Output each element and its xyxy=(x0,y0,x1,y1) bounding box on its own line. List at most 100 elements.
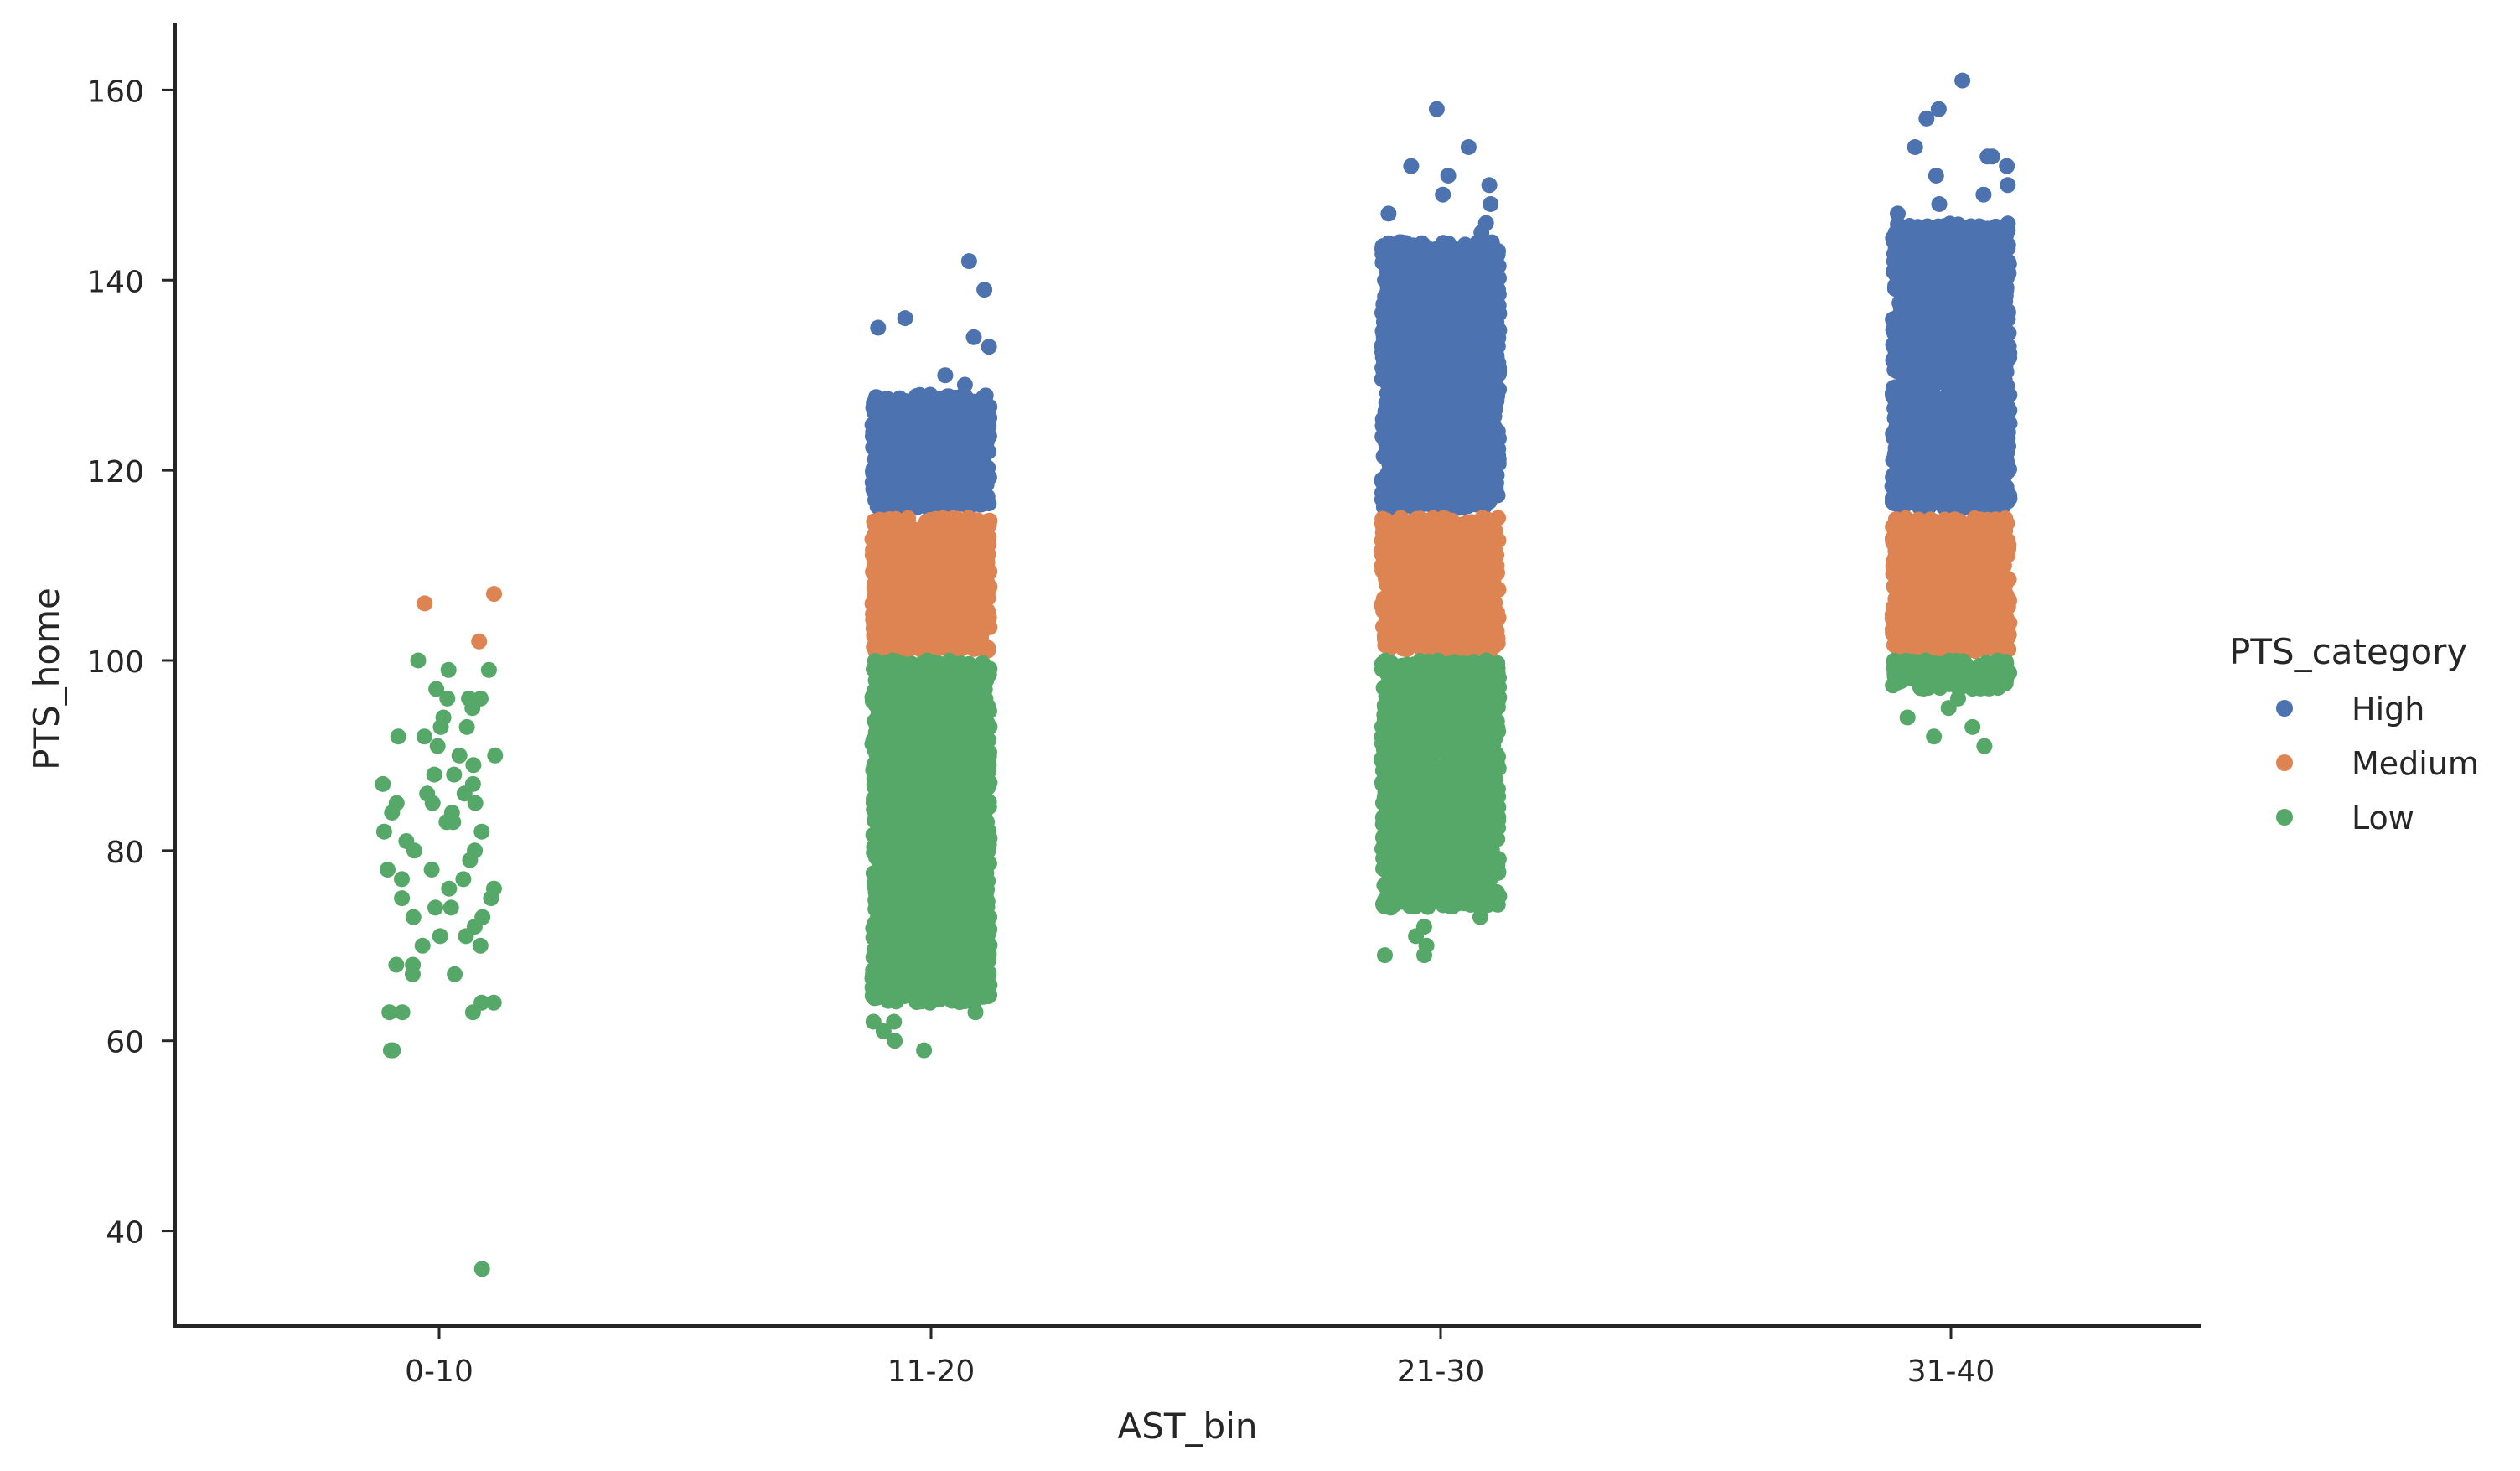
point-high xyxy=(1446,283,1462,300)
point-medium xyxy=(867,516,883,533)
point-high xyxy=(948,442,964,458)
point-high xyxy=(867,484,884,501)
point-high xyxy=(1397,430,1414,447)
point-high xyxy=(1918,110,1935,127)
point-high xyxy=(868,448,885,464)
point-high xyxy=(1945,401,1961,418)
point-high xyxy=(1900,391,1917,407)
point-high xyxy=(1484,391,1501,408)
point-medium xyxy=(965,640,982,657)
point-high xyxy=(903,420,919,437)
point-high xyxy=(1431,441,1447,458)
point-high xyxy=(1891,426,1908,443)
point-high xyxy=(1477,431,1494,448)
point-high xyxy=(915,405,932,422)
point-high xyxy=(1922,294,1939,311)
point-high xyxy=(976,282,993,298)
point-medium xyxy=(918,547,935,564)
point-high xyxy=(1374,323,1391,339)
point-high xyxy=(1485,287,1502,304)
point-high xyxy=(1992,255,2009,272)
point-high xyxy=(1457,459,1473,476)
point-medium xyxy=(960,510,977,527)
point-high xyxy=(1977,412,1994,428)
point-high xyxy=(1975,186,1992,203)
point-high xyxy=(1381,461,1398,477)
point-high xyxy=(1381,370,1398,386)
point-medium xyxy=(975,537,992,554)
point-high xyxy=(1423,310,1440,327)
point-high xyxy=(1980,324,1997,341)
point-medium xyxy=(954,566,970,583)
point-high xyxy=(1480,488,1497,505)
point-high xyxy=(1938,331,1955,348)
point-high xyxy=(1887,225,1904,241)
point-high xyxy=(1481,177,1498,194)
point-high xyxy=(1445,479,1462,495)
point-high xyxy=(1407,452,1424,468)
point-high xyxy=(1954,72,1971,89)
point-high xyxy=(1440,242,1456,259)
point-medium xyxy=(978,570,995,587)
point-high xyxy=(1931,196,1948,212)
point-high xyxy=(1891,325,1908,342)
point-high xyxy=(1946,441,1963,458)
point-high xyxy=(1890,205,1906,222)
point-high xyxy=(1985,485,2002,502)
point-high xyxy=(1886,380,1902,396)
point-high xyxy=(1940,474,1957,490)
point-high xyxy=(1919,324,1936,339)
point-medium xyxy=(880,608,897,624)
point-high xyxy=(1942,311,1959,328)
point-medium xyxy=(939,559,955,576)
point-high xyxy=(941,417,958,434)
point-high xyxy=(1997,387,2014,403)
point-medium xyxy=(907,640,923,656)
point-high xyxy=(1457,236,1473,253)
point-high xyxy=(1403,158,1420,174)
point-high xyxy=(1440,168,1457,184)
point-medium xyxy=(900,510,916,526)
point-high xyxy=(937,367,954,384)
point-high xyxy=(1380,205,1397,222)
point-high xyxy=(1912,484,1928,500)
point-high xyxy=(1405,252,1422,269)
point-high xyxy=(1971,474,1988,491)
point-high xyxy=(975,494,991,510)
point-high xyxy=(1400,393,1417,410)
point-high xyxy=(906,447,922,464)
point-high xyxy=(973,413,990,429)
point-high xyxy=(1453,339,1470,356)
point-high xyxy=(1917,220,1933,237)
point-high xyxy=(1430,477,1446,493)
point-high xyxy=(1998,451,2015,468)
point-high xyxy=(1911,234,1928,251)
point-high xyxy=(1489,246,1506,263)
point-high xyxy=(1483,196,1499,212)
point-high xyxy=(957,495,973,512)
point-high xyxy=(1442,268,1458,284)
point-high xyxy=(882,478,899,495)
point-medium xyxy=(947,531,963,548)
point-high xyxy=(1983,309,2000,326)
point-high xyxy=(870,403,887,420)
point-high xyxy=(1902,294,1918,311)
point-high xyxy=(951,389,968,406)
point-high xyxy=(1932,416,1948,432)
point-medium xyxy=(917,567,933,583)
point-medium xyxy=(971,593,988,610)
point-high xyxy=(936,498,953,515)
point-high xyxy=(1920,453,1937,470)
point-high xyxy=(1897,440,1914,457)
point-high xyxy=(1945,298,1962,314)
point-medium xyxy=(889,636,906,653)
point-high xyxy=(1410,344,1426,360)
point-medium xyxy=(906,538,923,555)
point-high xyxy=(1464,272,1481,288)
point-high xyxy=(926,422,943,439)
point-medium xyxy=(897,594,913,611)
point-high xyxy=(1458,256,1475,272)
point-high xyxy=(1403,314,1420,331)
